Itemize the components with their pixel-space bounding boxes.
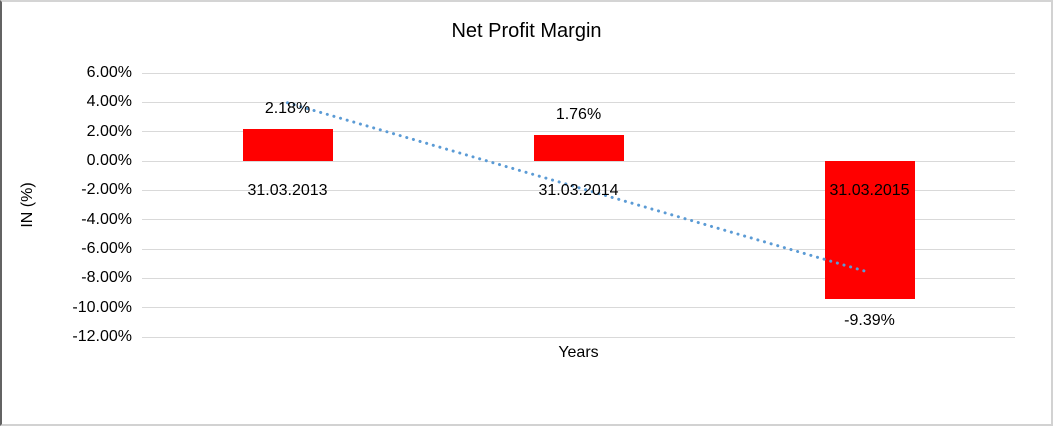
gridline	[142, 307, 1015, 309]
bar-31.03.2014	[533, 135, 624, 161]
y-axis-tick-label: -4.00%	[81, 210, 132, 228]
y-axis-tick-label: -6.00%	[81, 240, 132, 257]
gridline	[142, 72, 1015, 74]
y-axis-tick-label: 0.00%	[86, 152, 132, 169]
category-label: 31.03.2013	[247, 182, 328, 199]
category-label: 31.03.2015	[829, 182, 910, 199]
y-axis-tick-label: 4.00%	[86, 93, 132, 111]
gridline	[142, 336, 1015, 338]
y-axis-tick-label: -12.00%	[72, 328, 132, 345]
data-label: -9.39%	[844, 311, 895, 329]
data-label: 1.76%	[555, 106, 602, 124]
data-label: 2.18%	[264, 100, 311, 118]
gridline	[142, 277, 1015, 279]
y-axis-tick-label: -10.00%	[72, 298, 132, 316]
y-axis-tick-label: 2.00%	[86, 122, 132, 140]
chart-title: Net Profit Margin	[451, 20, 602, 42]
x-axis-title: Years	[558, 344, 599, 361]
y-axis-tick-label: -8.00%	[81, 269, 132, 287]
y-axis-tick-label: 6.00%	[86, 64, 132, 81]
category-label: 31.03.2014	[538, 182, 619, 199]
bar-31.03.2013	[242, 129, 333, 161]
y-axis-tick-label: -2.00%	[81, 181, 132, 199]
